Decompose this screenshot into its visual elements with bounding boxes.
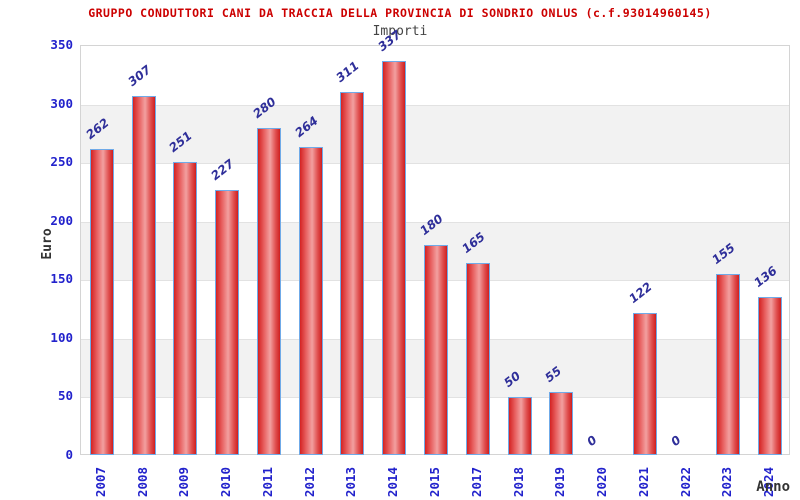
y-tick-label: 250 [50,154,73,170]
bar-2014 [382,61,407,455]
bar-2013 [340,91,365,455]
x-tick-label: 2020 [594,466,610,498]
bar-2021 [632,313,657,455]
gridline [81,105,789,106]
x-tick-label: 2018 [510,466,526,498]
x-tick-label: 2011 [259,466,275,498]
y-tick-label: 0 [65,447,73,462]
bar-2024 [758,296,783,455]
x-tick-label: 2007 [92,466,108,498]
bar-2012 [298,146,323,455]
x-tick-label: 2010 [218,466,234,498]
bar-2007 [89,149,114,455]
x-tick-label: 2015 [427,466,442,498]
x-tick-label: 2012 [301,466,317,498]
y-tick-label: 150 [50,271,73,287]
bar-2011 [256,128,281,455]
bar-2015 [424,245,448,455]
plot-band [81,104,789,164]
x-axis-title: Anno [756,479,790,495]
bar-2018 [507,397,532,455]
bar-2008 [131,96,156,455]
y-tick-label: 50 [57,388,73,404]
chart-title: GRUPPO CONDUTTORI CANI DA TRACCIA DELLA … [88,6,712,20]
x-tick-label: 2008 [134,466,150,498]
bar-2017 [465,262,490,455]
x-tick-label: 2021 [635,466,651,498]
x-tick-label: 2014 [385,466,401,498]
y-tick-label: 300 [50,95,73,111]
y-tick-label: 350 [50,37,73,52]
x-tick-label: 2019 [552,466,568,498]
x-tick-label: 2022 [677,466,693,498]
bar-2010 [215,190,240,455]
y-tick-label: 200 [50,212,73,228]
bar-2009 [173,161,198,455]
gridline [81,163,789,164]
x-tick-label: 2017 [468,466,484,498]
bar-2023 [716,274,741,455]
y-axis-title: Euro [40,228,55,260]
y-tick-label: 100 [50,329,73,345]
bar-2019 [549,391,574,455]
chart-subtitle: Importi [372,24,428,39]
plot-area [80,45,790,455]
x-tick-label: 2013 [343,466,359,498]
x-tick-label: 2009 [176,466,192,498]
gridline [81,222,789,223]
